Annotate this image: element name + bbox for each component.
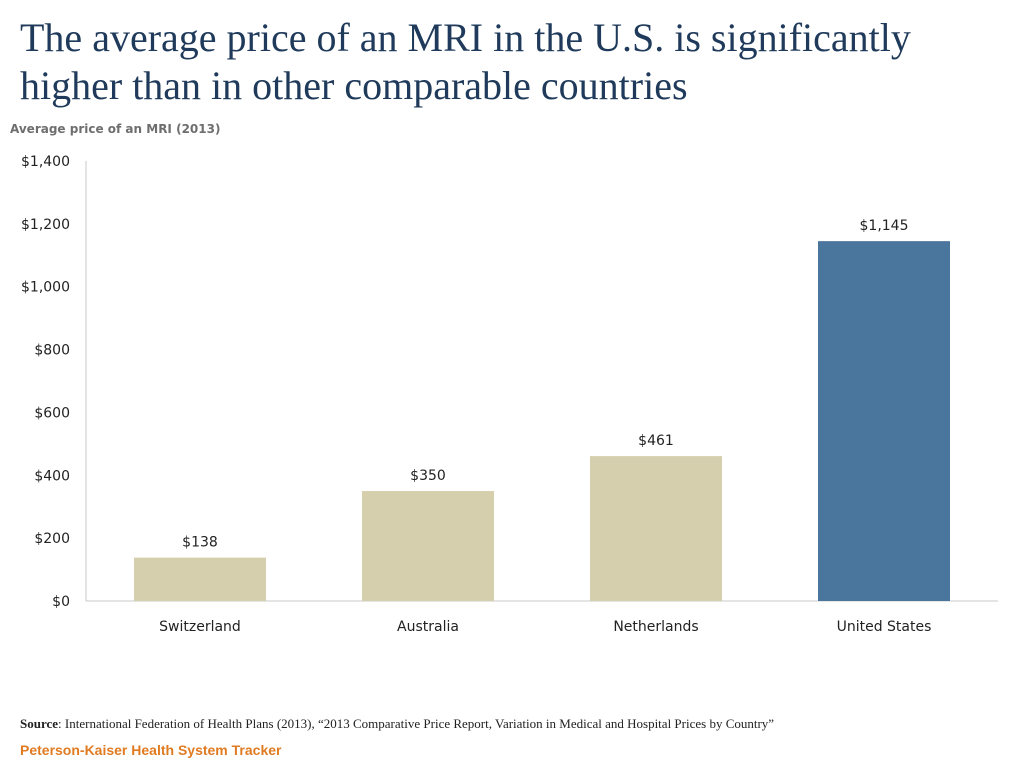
data-label: $350: [410, 468, 446, 484]
x-category-label: Australia: [397, 619, 459, 635]
y-tick-label: $400: [34, 468, 70, 484]
y-tick-label: $800: [34, 343, 70, 359]
bar-chart: $0 $200 $400 $600 $800 $1,000 $1,200 $1,400 $138…: [21, 154, 998, 635]
chart-title: The average price of an MRI in the U.S. …: [20, 15, 911, 108]
bar: [818, 241, 950, 601]
y-tick-label: $200: [34, 531, 70, 547]
y-tick-label: $600: [34, 405, 70, 421]
x-category-label: United States: [837, 619, 932, 635]
chart-subtitle: Average price of an MRI (2013): [10, 122, 221, 136]
data-label: $461: [638, 433, 674, 449]
bar: [134, 557, 266, 601]
data-label: $1,145: [860, 218, 909, 234]
y-tick-label: $1,200: [21, 217, 70, 233]
x-category-label: Switzerland: [159, 619, 241, 635]
source-label: Source: [20, 716, 59, 731]
data-label: $138: [182, 535, 218, 551]
source-text: : International Federation of Health Pla…: [58, 716, 775, 731]
bar: [590, 456, 722, 601]
source-note: Source: International Federation of Heal…: [20, 716, 1010, 732]
x-category-label: Netherlands: [613, 619, 698, 635]
y-tick-label: $1,400: [21, 154, 70, 170]
y-tick-label: $1,000: [21, 280, 70, 296]
y-tick-label: $0: [52, 594, 70, 610]
brand-footer: Peterson-Kaiser Health System Tracker: [20, 742, 282, 758]
bar: [362, 491, 494, 601]
